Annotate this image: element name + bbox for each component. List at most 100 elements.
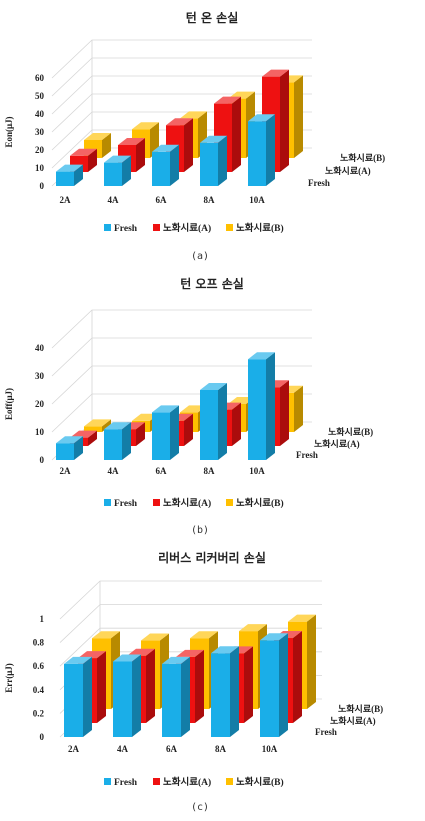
- x-tick-label: 8A: [215, 744, 227, 754]
- figure-caption: (c): [191, 802, 209, 813]
- bar-side-face: [184, 118, 193, 172]
- bar-front-face: [248, 121, 266, 186]
- bar-1-4: [200, 135, 227, 186]
- bar-front-face: [104, 429, 122, 460]
- bar-side-face: [102, 419, 111, 432]
- bar-top-face: [84, 133, 111, 140]
- y-tick-label: 20: [35, 145, 45, 155]
- bar-side-face: [184, 413, 193, 446]
- bar-side-face: [74, 436, 83, 460]
- bar-side-face: [293, 631, 302, 723]
- bar-front-face: [162, 663, 181, 737]
- legend-swatch: [226, 224, 233, 231]
- bar-side-face: [232, 96, 241, 172]
- depth-axis-label: Fresh: [308, 178, 330, 188]
- bar-top-face: [262, 69, 289, 77]
- y-tick-label: 0.6: [33, 661, 45, 671]
- legend-label: 노화시료(A): [163, 222, 211, 234]
- y-tick-label: 10: [35, 427, 45, 437]
- legend-item: 노화시료(B): [226, 222, 284, 234]
- legend-item: 노화시료(A): [153, 776, 211, 788]
- bar-front-face: [211, 653, 230, 737]
- bar-front-face: [248, 359, 266, 460]
- bar-side-face: [97, 651, 106, 723]
- legend-label: 노화시료(B): [236, 222, 284, 234]
- x-tick-label: 2A: [60, 195, 72, 205]
- chart-panel-1: 턴 온 손실 0 10 20 30 40 50 60 Eon(μJ) 2A 4A 6A 8A 10A 노화시…: [4, 10, 385, 262]
- x-tick-label: 6A: [156, 195, 168, 205]
- legend-swatch: [226, 778, 233, 785]
- x-tick-label: 2A: [68, 744, 80, 754]
- bar-side-face: [232, 402, 241, 446]
- bar-top-face: [211, 646, 239, 654]
- bar-side-face: [181, 656, 190, 737]
- bar-side-face: [122, 155, 131, 186]
- depth-axis-label: 노화시료(B): [340, 152, 385, 163]
- bar-front-face: [104, 162, 122, 186]
- bar-side-face: [102, 133, 111, 158]
- bar-top-face: [166, 118, 193, 126]
- bar-side-face: [88, 430, 97, 446]
- bar-2-1: [70, 148, 97, 172]
- legend-swatch: [104, 778, 111, 785]
- bar-side-face: [122, 422, 131, 460]
- gridline: [51, 309, 312, 349]
- y-tick-label: 50: [35, 91, 45, 101]
- depth-axis-label: 노화시료(A): [314, 438, 360, 449]
- legend-swatch: [104, 224, 111, 231]
- bar-top-face: [152, 144, 179, 152]
- legend-swatch: [153, 778, 160, 785]
- bar-top-face: [56, 436, 83, 444]
- bar-front-face: [64, 663, 83, 737]
- bar-1-1: [64, 656, 92, 737]
- legend-label: Fresh: [114, 224, 138, 234]
- x-tick-label: 4A: [108, 466, 120, 476]
- bar-front-face: [152, 412, 170, 460]
- bar-1-1: [56, 436, 83, 460]
- bar-top-face: [78, 651, 106, 659]
- bar-top-face: [248, 352, 275, 360]
- bar-top-face: [288, 614, 316, 622]
- bar-side-face: [170, 405, 179, 460]
- y-tick-label: 40: [35, 343, 45, 353]
- bar-top-face: [104, 422, 131, 430]
- y-tick-label: 40: [35, 109, 45, 119]
- bar-side-face: [280, 69, 289, 172]
- bar-top-face: [200, 135, 227, 143]
- legend-item: 노화시료(B): [226, 776, 284, 788]
- legend-item: Fresh: [104, 499, 138, 509]
- depth-axis-label: 노화시료(A): [330, 715, 376, 726]
- y-tick-label: 10: [35, 163, 45, 173]
- bar-1-5: [248, 352, 275, 460]
- bar-front-face: [84, 426, 102, 432]
- bar-side-face: [170, 144, 179, 186]
- bar-top-face: [84, 419, 111, 427]
- bar-side-face: [195, 649, 204, 723]
- figure-caption: (b): [191, 525, 209, 536]
- legend-swatch: [104, 499, 111, 506]
- chart-title: 턴 온 손실: [186, 10, 239, 25]
- y-tick-label: 60: [35, 73, 45, 83]
- bar-side-face: [83, 656, 92, 737]
- depth-axis-label: Fresh: [296, 450, 318, 460]
- bar-front-face: [260, 640, 279, 737]
- bar-1-2: [113, 654, 141, 737]
- legend-label: 노화시료(B): [236, 776, 284, 788]
- bar-top-face: [180, 111, 207, 119]
- legend-label: 노화시료(A): [163, 497, 211, 509]
- bar-front-face: [113, 661, 132, 737]
- bar-top-face: [70, 430, 97, 438]
- legend-label: 노화시료(B): [236, 497, 284, 509]
- bar-side-face: [266, 352, 275, 460]
- y-axis-label: Eon(μJ): [4, 116, 14, 147]
- bar-top-face: [132, 122, 159, 130]
- bar-1-2: [104, 155, 131, 186]
- y-axis-label: Err(μJ): [4, 663, 14, 693]
- bar-1-3: [152, 405, 179, 460]
- legend-swatch: [153, 224, 160, 231]
- bar-top-face: [190, 631, 218, 639]
- y-tick-label: 0.2: [33, 708, 45, 718]
- bar-side-face: [146, 648, 155, 723]
- x-tick-label: 2A: [60, 466, 72, 476]
- x-tick-label: 10A: [262, 744, 278, 754]
